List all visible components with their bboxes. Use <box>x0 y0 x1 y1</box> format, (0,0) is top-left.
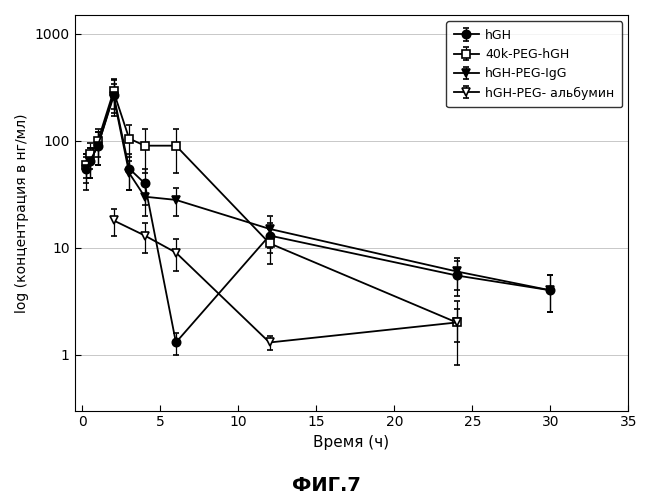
X-axis label: Время (ч): Время (ч) <box>314 435 389 450</box>
Legend: hGH, 40k-PEG-hGH, hGH-PEG-IgG, hGH-PEG- альбумин: hGH, 40k-PEG-hGH, hGH-PEG-IgG, hGH-PEG- … <box>447 21 622 107</box>
Y-axis label: log (концентрация в нг/мл): log (концентрация в нг/мл) <box>15 113 29 312</box>
Text: ФИГ.7: ФИГ.7 <box>291 476 361 495</box>
